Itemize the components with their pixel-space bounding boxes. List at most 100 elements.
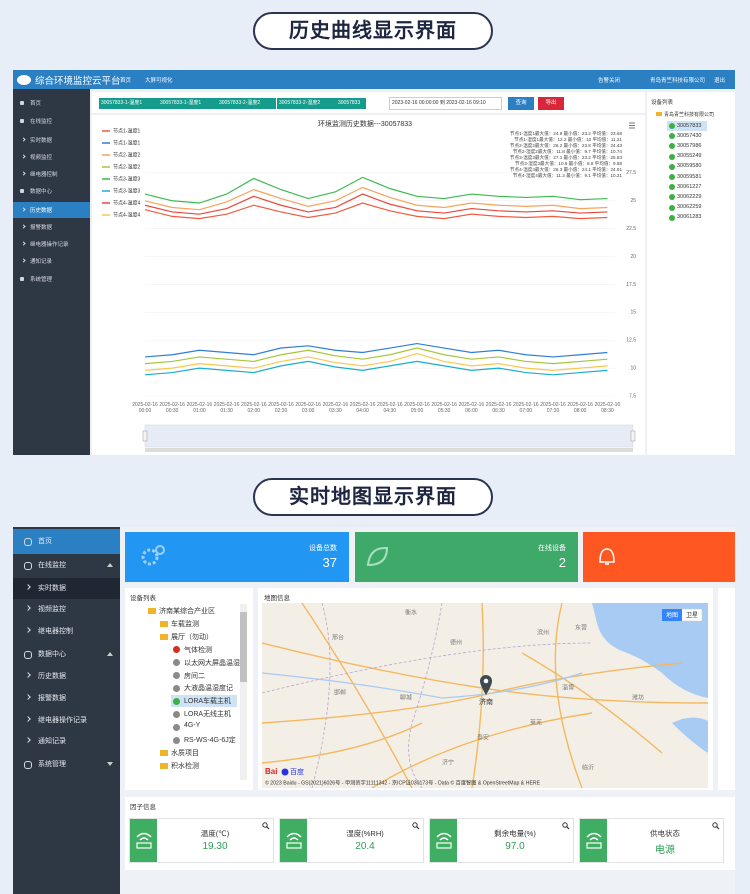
stat-line: 节点3-湿度3最大值：10.6 最小值：8.8 平均值：9.88 — [515, 160, 622, 167]
x-tick-label: 2025-02-16 04:00 — [349, 402, 376, 414]
sidebar-icon — [20, 101, 24, 105]
tree-item[interactable]: 大液晶温湿度记 — [184, 685, 233, 693]
header-link[interactable]: 青岛青竺科技有限公司 — [650, 78, 706, 84]
sidebar-item[interactable]: 系统管理 — [30, 277, 53, 283]
tree-item[interactable]: 4G-Y — [184, 722, 201, 730]
tree-item[interactable]: LORA车载主机 — [184, 698, 232, 706]
chart-panel — [92, 115, 645, 455]
x-tick-label: 2025-02-16 01:30 — [213, 402, 240, 414]
sidebar-item[interactable]: 实时数据 — [38, 585, 66, 592]
sidebar-item[interactable]: 报警数据 — [38, 695, 66, 702]
device-id[interactable]: 30057430 — [677, 132, 702, 139]
tree-item[interactable]: 济南某综合产业区 — [159, 608, 215, 615]
date-input[interactable]: 2023-02-16 00:00:00 到 2023-02-16 09:10 — [389, 97, 502, 110]
panel-title: 设备列表 — [651, 100, 674, 106]
tree-item[interactable]: 积水检测 — [171, 762, 199, 770]
sidebar-item[interactable]: 实时数据 — [30, 138, 53, 144]
tree-item[interactable]: 车载监测 — [171, 620, 199, 628]
sidebar-item[interactable]: 系统管理 — [38, 761, 66, 768]
lens — [412, 822, 418, 828]
sidebar-item[interactable]: 继电器控制 — [38, 628, 73, 635]
sidebar-item[interactable]: 继电器操作记录 — [30, 242, 69, 248]
panel-title: 设备列表 — [130, 595, 156, 602]
marker-dot — [483, 678, 489, 684]
section-title: 实时地图显示界面 — [253, 478, 493, 516]
sidebar-item[interactable]: 在线监控 — [30, 119, 53, 125]
tree-item[interactable]: 房间二 — [184, 672, 205, 680]
factor-label: 剩余电量(%) — [494, 829, 536, 838]
legend-label: 节点1-湿度1 — [113, 139, 140, 146]
device-id[interactable]: 30057986 — [677, 142, 702, 149]
tree-item[interactable]: LORA无线主机 — [184, 711, 232, 719]
sidebar-item[interactable]: 继电器控制 — [30, 172, 58, 178]
filter-tag[interactable]: 30057833 — [336, 98, 366, 109]
sidebar-icon — [24, 538, 32, 546]
scrollbar — [145, 448, 633, 452]
top-bar — [13, 70, 735, 89]
nav-tab[interactable]: 大屏可视化 — [145, 78, 173, 84]
sidebar-item[interactable]: 通知记录 — [30, 259, 53, 265]
city-label: 东营 — [575, 624, 587, 632]
filter-tag[interactable]: 30057833-1-湿度1 — [158, 98, 217, 109]
sidebar-item[interactable]: 首页 — [38, 538, 52, 545]
sidebar-item[interactable]: 历史数据 — [38, 673, 66, 680]
tree-item[interactable]: 气体检测 — [184, 646, 212, 654]
query-button[interactable]: 查询 — [508, 97, 534, 110]
x-tick-label: 2025-02-16 08:30 — [594, 402, 621, 414]
sidebar-item[interactable]: 历史数据 — [30, 208, 53, 214]
device-id[interactable]: 30061227 — [677, 183, 702, 190]
y-tick-label: 27.5 — [626, 170, 636, 176]
x-tick-label: 2025-02-16 03:00 — [295, 402, 321, 414]
tree-item[interactable]: 以太网大屏晶温湿 — [184, 659, 240, 667]
sidebar-item[interactable]: 视频监控 — [30, 155, 53, 161]
device-id[interactable]: 30061283 — [677, 214, 702, 221]
filter-tag[interactable]: 30057833-2-湿度2 — [277, 98, 336, 109]
sidebar-item[interactable]: 首页 — [30, 101, 42, 107]
gear-icon — [155, 545, 165, 555]
nav-tab[interactable]: 首页 — [120, 78, 132, 84]
section-title: 历史曲线显示界面 — [253, 12, 493, 50]
search-icon — [412, 822, 420, 830]
device-id[interactable]: 30062259 — [677, 204, 702, 211]
device-id[interactable]: 30062229 — [677, 193, 702, 200]
legend-label: 节点4-湿度4 — [113, 211, 140, 218]
navigator — [144, 424, 634, 448]
device-id[interactable]: 30057833 — [677, 122, 702, 129]
baidu-logo: 百度 — [290, 767, 304, 776]
filter-tag[interactable]: 30057833-1-温度1 — [99, 98, 158, 109]
sidebar-item[interactable]: 继电器操作记录 — [38, 717, 87, 724]
wifi-base — [286, 842, 302, 849]
device-id[interactable]: 30059580 — [677, 163, 702, 170]
city-label: 泰安 — [477, 734, 489, 742]
handle — [266, 826, 270, 830]
tree-item[interactable]: 展厅（勿动） — [171, 633, 213, 641]
card-value: 37 — [322, 555, 337, 570]
city-label: 济宁 — [442, 759, 454, 767]
sidebar-item[interactable]: 数据中心 — [30, 189, 53, 195]
export-button[interactable]: 导出 — [538, 97, 564, 110]
tree-item[interactable]: 水质项目 — [171, 749, 199, 757]
sidebar-icon — [24, 562, 32, 570]
card-label: 设备总数 — [309, 545, 337, 552]
sidebar-item[interactable]: 在线监控 — [38, 562, 66, 569]
header-link[interactable]: 退出 — [714, 78, 726, 84]
sidebar-item[interactable]: 视频监控 — [38, 606, 66, 613]
filter-tag[interactable]: 30057833-2-温度2 — [217, 98, 276, 109]
header-link[interactable]: 告警关闭 — [598, 78, 621, 84]
wifi-arc — [286, 832, 302, 841]
device-id[interactable]: 30055249 — [677, 153, 702, 160]
wifi-arc — [136, 832, 152, 841]
factor-label: 供电状态 — [650, 829, 680, 838]
factor-value: 97.0 — [505, 841, 525, 852]
sea — [592, 603, 708, 698]
factor-icon — [580, 819, 607, 862]
device-id[interactable]: 30059581 — [677, 173, 702, 180]
x-tick-label: 2025-02-16 05:00 — [404, 402, 430, 414]
tree-item[interactable]: RS-WS-4G-6J定 — [184, 737, 236, 744]
sidebar-item[interactable]: 数据中心 — [38, 651, 66, 658]
wifi-icon — [586, 832, 602, 849]
lens — [262, 822, 268, 828]
sidebar-item[interactable]: 报警数据 — [30, 225, 53, 231]
sidebar-item[interactable]: 通知记录 — [38, 738, 66, 745]
